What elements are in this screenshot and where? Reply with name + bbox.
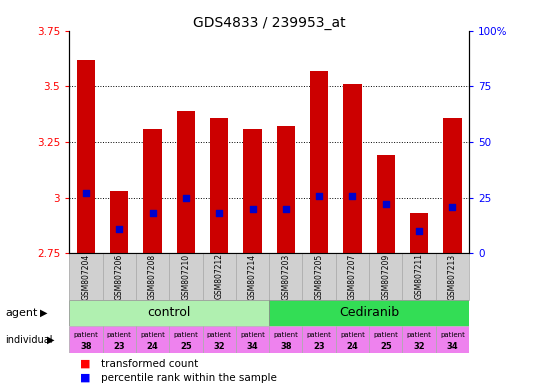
Bar	[143, 129, 161, 253]
Text: 25: 25	[180, 342, 192, 351]
Bar	[369, 326, 402, 353]
Bar	[203, 326, 236, 353]
Point	[281, 206, 290, 212]
Text: 38: 38	[280, 342, 292, 351]
Text: 32: 32	[213, 342, 225, 351]
Point	[82, 190, 90, 196]
Bar	[169, 253, 203, 300]
Text: patient: patient	[273, 332, 298, 338]
Text: GSM807213: GSM807213	[448, 253, 457, 300]
Bar	[443, 118, 462, 253]
Bar	[303, 253, 336, 300]
Bar	[343, 84, 361, 253]
Bar	[310, 71, 328, 253]
Bar	[277, 126, 295, 253]
Point	[148, 210, 157, 217]
Bar	[69, 253, 102, 300]
Text: GSM807206: GSM807206	[115, 253, 124, 300]
Text: GSM807212: GSM807212	[215, 253, 224, 300]
Text: 23: 23	[313, 342, 325, 351]
Text: agent: agent	[5, 308, 38, 318]
Bar	[136, 326, 169, 353]
Text: patient: patient	[340, 332, 365, 338]
Bar	[177, 111, 195, 253]
Point	[448, 204, 457, 210]
Text: patient: patient	[140, 332, 165, 338]
Bar	[336, 253, 369, 300]
Text: 34: 34	[247, 342, 259, 351]
Bar	[69, 326, 102, 353]
Text: ■: ■	[80, 359, 91, 369]
Text: patient: patient	[440, 332, 465, 338]
Text: GSM807203: GSM807203	[281, 253, 290, 300]
Text: GSM807210: GSM807210	[181, 253, 190, 300]
Text: Cediranib: Cediranib	[339, 306, 399, 319]
Point	[382, 201, 390, 207]
Point	[115, 226, 124, 232]
Bar	[169, 326, 203, 353]
Title: GDS4833 / 239953_at: GDS4833 / 239953_at	[193, 16, 345, 30]
Text: 24: 24	[147, 342, 158, 351]
Bar	[77, 60, 95, 253]
Bar	[244, 129, 262, 253]
Bar	[110, 191, 128, 253]
Bar	[136, 253, 169, 300]
Text: patient: patient	[173, 332, 198, 338]
Bar	[303, 326, 336, 353]
Text: patient: patient	[306, 332, 332, 338]
Text: 23: 23	[114, 342, 125, 351]
Point	[248, 206, 257, 212]
Bar	[269, 326, 303, 353]
Text: GSM807208: GSM807208	[148, 253, 157, 300]
Bar	[402, 326, 436, 353]
Text: patient: patient	[207, 332, 232, 338]
Bar	[269, 300, 469, 326]
Bar	[336, 326, 369, 353]
Text: GSM807209: GSM807209	[381, 253, 390, 300]
Bar	[377, 156, 395, 253]
Text: 32: 32	[413, 342, 425, 351]
Text: 38: 38	[80, 342, 92, 351]
Bar	[269, 253, 303, 300]
Text: 34: 34	[447, 342, 458, 351]
Text: GSM807204: GSM807204	[82, 253, 91, 300]
Text: ▶: ▶	[47, 335, 54, 345]
Bar	[436, 253, 469, 300]
Text: patient: patient	[373, 332, 398, 338]
Bar	[410, 214, 428, 253]
Point	[348, 192, 357, 199]
Text: 24: 24	[346, 342, 358, 351]
Text: control: control	[148, 306, 191, 319]
Bar	[436, 326, 469, 353]
Bar	[369, 253, 402, 300]
Text: GSM807214: GSM807214	[248, 253, 257, 300]
Text: GSM807211: GSM807211	[415, 253, 424, 300]
Text: individual: individual	[5, 335, 53, 345]
Text: patient: patient	[74, 332, 99, 338]
Bar	[102, 326, 136, 353]
Text: percentile rank within the sample: percentile rank within the sample	[101, 373, 277, 383]
Point	[182, 195, 190, 201]
Text: 25: 25	[380, 342, 392, 351]
Text: patient: patient	[107, 332, 132, 338]
Bar	[102, 253, 136, 300]
Point	[215, 210, 223, 217]
Text: ■: ■	[80, 373, 91, 383]
Text: GSM807205: GSM807205	[314, 253, 324, 300]
Text: transformed count: transformed count	[101, 359, 198, 369]
Text: patient: patient	[407, 332, 432, 338]
Text: ▶: ▶	[40, 308, 47, 318]
Text: patient: patient	[240, 332, 265, 338]
Point	[415, 228, 423, 234]
Point	[315, 192, 324, 199]
Bar	[236, 253, 269, 300]
Bar	[210, 118, 228, 253]
Bar	[402, 253, 436, 300]
Text: GSM807207: GSM807207	[348, 253, 357, 300]
Bar	[69, 300, 269, 326]
Bar	[203, 253, 236, 300]
Bar	[236, 326, 269, 353]
